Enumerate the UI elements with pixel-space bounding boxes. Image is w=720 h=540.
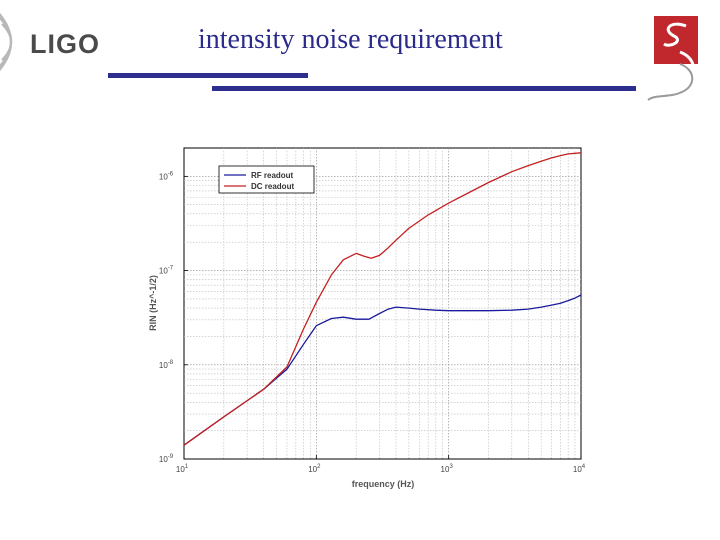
title-underline-long	[212, 86, 636, 91]
x-tick-label: 102	[308, 464, 321, 474]
legend-label-0: RF readout	[251, 171, 294, 180]
plot-area	[183, 147, 582, 460]
x-tick-label: 103	[441, 464, 454, 474]
legend-box	[218, 165, 315, 194]
chart-legend: RF readout DC readout	[218, 165, 315, 194]
title-underline-short	[108, 73, 308, 78]
tick-layer: 101 102 103 104 10-9 10-8 10-7 10-6	[159, 171, 586, 474]
x-tick-label: 104	[573, 464, 586, 474]
ligo-logo: LIGO	[0, 13, 100, 71]
x-axis-label: frequency (Hz)	[352, 479, 415, 489]
y-tick-label: 10-8	[159, 360, 174, 370]
chart-grid	[184, 148, 581, 459]
series-line-1	[183, 152, 582, 446]
y-axis-label: RIN (Hz^-1/2)	[148, 275, 158, 331]
slide-title: intensity noise requirement	[198, 24, 503, 55]
legend-label-1: DC readout	[251, 182, 294, 191]
y-tick-label: 10-7	[159, 266, 174, 276]
logo-arcs	[0, 13, 13, 71]
caltech-emblem	[647, 16, 698, 101]
emblem-tail	[647, 63, 694, 101]
emblem-swirl	[648, 22, 695, 95]
rin-chart: 101 102 103 104 10-9 10-8 10-7 10-6 frequency (…	[142, 140, 592, 500]
x-tick-label: 101	[176, 464, 189, 474]
logo-text: LIGO	[30, 29, 100, 59]
y-tick-label: 10-9	[159, 454, 174, 464]
series-layer	[183, 152, 582, 446]
series-line-0	[183, 294, 582, 446]
y-tick-label: 10-6	[159, 171, 174, 181]
